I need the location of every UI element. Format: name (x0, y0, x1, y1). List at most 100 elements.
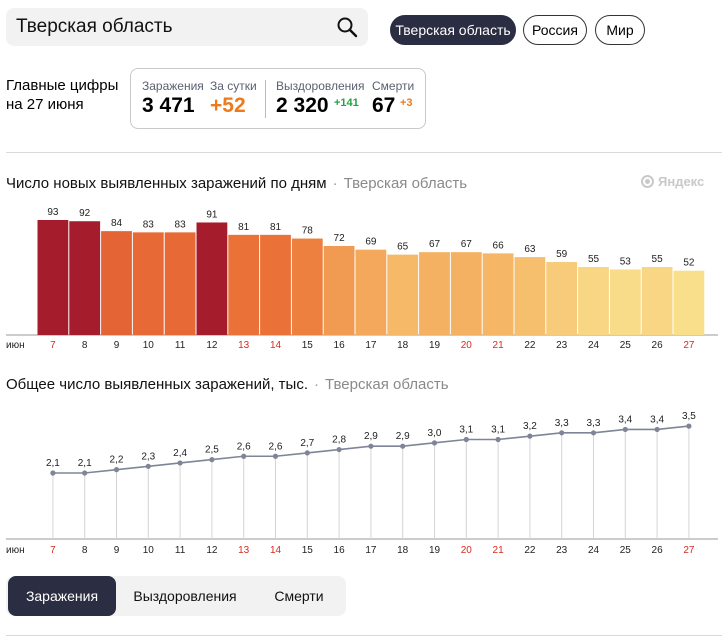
point-12 (209, 457, 215, 463)
bar-26 (641, 266, 673, 335)
point-15 (304, 450, 310, 456)
bar-25 (609, 269, 641, 335)
tab-cases[interactable]: Заражения (8, 576, 116, 616)
region-button-russia[interactable]: Россия (523, 15, 587, 45)
x-tick-26: 26 (652, 545, 664, 556)
x-tick-25: 25 (620, 545, 632, 556)
point-label-22: 3,2 (523, 421, 537, 432)
point-17 (368, 443, 374, 449)
x-tick-22: 22 (524, 340, 536, 351)
x-tick-23: 23 (556, 340, 568, 351)
point-20 (463, 436, 469, 443)
point-label-21: 3,1 (491, 425, 505, 436)
x-tick-25: 25 (620, 340, 632, 351)
x-tick-24: 24 (588, 545, 600, 556)
bar-label-21: 66 (493, 240, 505, 251)
bar-label-15: 78 (302, 226, 314, 237)
search-box[interactable]: Тверская область (6, 8, 368, 46)
x-tick-23: 23 (556, 545, 568, 556)
x-tick-24: 24 (588, 340, 600, 351)
x-tick-21: 21 (493, 340, 505, 351)
point-label-24: 3,3 (587, 418, 601, 429)
summary-date: на 27 июня (6, 96, 84, 113)
deaths-label: Смерти (372, 79, 415, 93)
x-tick-27: 27 (683, 340, 695, 351)
stats-divider (265, 80, 266, 118)
x-tick-12: 12 (206, 545, 218, 556)
point-label-25: 3,4 (618, 414, 632, 425)
x-tick-16: 16 (334, 340, 346, 351)
yandex-logo: Яндекс (641, 174, 704, 189)
total-chart-title-text: Общее число выявленных заражений, тыс. (6, 376, 308, 393)
bar-7 (37, 220, 69, 335)
section-divider (6, 152, 722, 153)
point-24 (590, 430, 597, 436)
bar-13 (228, 234, 260, 335)
bar-21 (482, 253, 514, 335)
point-label-23: 3,3 (555, 418, 569, 429)
bar-23 (546, 262, 578, 335)
bar-11 (164, 232, 196, 335)
bar-label-7: 93 (47, 207, 59, 218)
bar-19 (419, 252, 450, 335)
x-month-label: июн (6, 340, 25, 351)
bar-label-27: 52 (683, 258, 695, 269)
deaths-value: 67 (372, 94, 396, 117)
point-label-9: 2,2 (110, 455, 124, 466)
point-label-14: 2,6 (269, 441, 283, 452)
bar-label-13: 81 (238, 222, 250, 233)
bar-8 (69, 221, 101, 335)
search-icon[interactable] (336, 16, 358, 38)
bar-label-22: 63 (524, 244, 536, 255)
metric-tabs: Заражения Выздоровления Смерти (6, 576, 346, 616)
total-chart-title: Общее число выявленных заражений, тыс. · Т… (6, 376, 449, 393)
x-tick-20: 20 (461, 545, 473, 556)
bar-label-17: 69 (365, 237, 377, 248)
x-tick-7: 7 (50, 340, 56, 351)
x-tick-9: 9 (114, 340, 120, 351)
x-tick-13: 13 (238, 340, 250, 351)
x-tick-7: 7 (50, 545, 56, 556)
tab-recoveries[interactable]: Выздоровления (133, 588, 237, 604)
search-input[interactable]: Тверская область (16, 16, 173, 37)
daily-cases-chart: 93 7 92 8 84 9 83 10 83 11 91 12 81 13 81 14 78 15 72 16 69 1… (6, 207, 718, 351)
x-month-label: июн (6, 545, 25, 556)
point-11 (177, 460, 183, 466)
x-tick-17: 17 (365, 545, 377, 556)
daily-chart-title-text: Число новых выявленных заражений по дням (6, 175, 327, 192)
bar-label-24: 55 (588, 254, 600, 265)
x-tick-22: 22 (524, 545, 536, 556)
daily-chart-title: Число новых выявленных заражений по дням… (6, 175, 468, 192)
daily-label: За сутки (210, 79, 257, 93)
point-label-19: 3,0 (428, 428, 442, 439)
stats-box: Заражения 3 471 За сутки +52 Выздоровлен… (130, 68, 426, 129)
summary-title-line1: Главные цифры (6, 77, 119, 94)
tab-deaths[interactable]: Смерти (274, 588, 324, 604)
point-27 (686, 423, 692, 429)
deaths-delta: +3 (400, 97, 413, 109)
x-tick-17: 17 (365, 340, 377, 351)
x-tick-20: 20 (461, 340, 473, 351)
region-button-tver[interactable]: Тверская область (390, 15, 516, 45)
x-tick-14: 14 (270, 545, 282, 556)
cases-value: 3 471 (142, 94, 195, 117)
x-tick-19: 19 (429, 340, 441, 351)
x-tick-10: 10 (143, 340, 155, 351)
x-tick-16: 16 (334, 545, 346, 556)
x-tick-18: 18 (397, 340, 409, 351)
daily-chart-region: Тверская область (343, 175, 468, 192)
x-tick-11: 11 (175, 340, 186, 351)
x-tick-15: 15 (302, 545, 314, 556)
bar-label-8: 92 (79, 208, 91, 219)
point-label-16: 2,8 (332, 435, 346, 446)
bar-24 (578, 266, 609, 335)
bottom-divider (6, 635, 722, 636)
x-tick-27: 27 (683, 545, 695, 556)
point-label-18: 2,9 (396, 431, 410, 442)
region-button-world[interactable]: Мир (595, 15, 645, 45)
bar-label-14: 81 (270, 222, 282, 233)
x-tick-12: 12 (206, 340, 218, 351)
point-label-27: 3,5 (682, 411, 696, 422)
bar-16 (323, 245, 355, 335)
point-23 (559, 430, 565, 436)
